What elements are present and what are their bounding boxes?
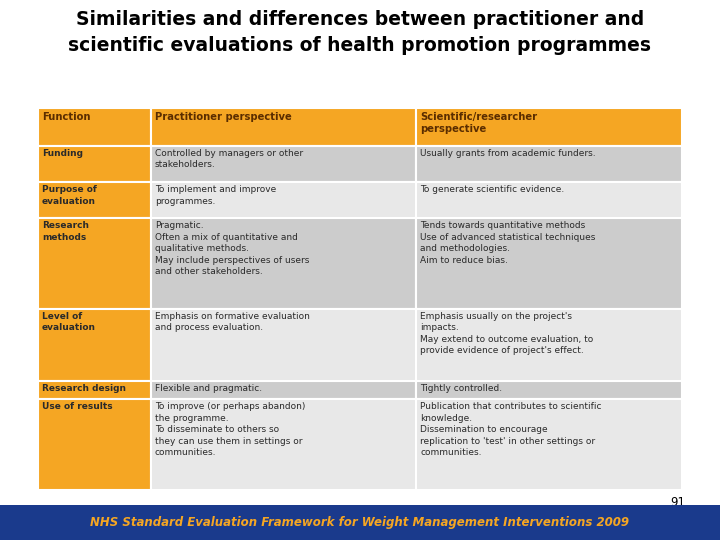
Text: Emphasis on formative evaluation
and process evaluation.: Emphasis on formative evaluation and pro…	[155, 312, 310, 333]
Bar	[150, 400, 416, 490]
Text: To implement and improve
programmes.: To implement and improve programmes.	[155, 185, 276, 206]
Text: Flexible and pragmatic.: Flexible and pragmatic.	[155, 384, 262, 393]
Text: Usually grants from academic funders.: Usually grants from academic funders.	[420, 149, 596, 158]
Bar	[38, 182, 150, 218]
Text: Emphasis usually on the project's
impacts.
May extend to outcome evaluation, to
: Emphasis usually on the project's impact…	[420, 312, 593, 355]
Bar	[38, 381, 150, 400]
Bar	[416, 182, 682, 218]
Text: Similarities and differences between practitioner and: Similarities and differences between pra…	[76, 10, 644, 29]
Text: Tightly controlled.: Tightly controlled.	[420, 384, 503, 393]
Bar	[0, 505, 720, 540]
Bar	[150, 146, 416, 182]
Text: Pragmatic.
Often a mix of quantitative and
qualitative methods.
May include pers: Pragmatic. Often a mix of quantitative a…	[155, 221, 309, 276]
Bar	[416, 309, 682, 381]
Text: Level of
evaluation: Level of evaluation	[42, 312, 96, 333]
Text: Research design: Research design	[42, 384, 126, 393]
Text: Purpose of
evaluation: Purpose of evaluation	[42, 185, 97, 206]
Bar	[150, 309, 416, 381]
Bar	[416, 381, 682, 400]
Text: Practitioner perspective: Practitioner perspective	[155, 112, 292, 122]
Text: NHS Standard Evaluation Framework for Weight Management Interventions 2009: NHS Standard Evaluation Framework for We…	[91, 516, 629, 529]
Text: Publication that contributes to scientific
knowledge.
Dissemination to encourage: Publication that contributes to scientif…	[420, 402, 602, 457]
Bar	[38, 400, 150, 490]
Bar	[150, 182, 416, 218]
Bar	[416, 400, 682, 490]
Text: Use of results: Use of results	[42, 402, 112, 411]
Text: Funding: Funding	[42, 149, 83, 158]
Bar	[150, 108, 416, 146]
Text: 91: 91	[670, 496, 685, 509]
Text: scientific evaluations of health promotion programmes: scientific evaluations of health promoti…	[68, 36, 652, 55]
Bar	[416, 108, 682, 146]
Bar	[150, 381, 416, 400]
Bar	[38, 146, 150, 182]
Text: To generate scientific evidence.: To generate scientific evidence.	[420, 185, 564, 194]
Text: Research
methods: Research methods	[42, 221, 89, 242]
Bar	[150, 218, 416, 309]
Text: Scientific/researcher
perspective: Scientific/researcher perspective	[420, 112, 537, 133]
Bar	[38, 218, 150, 309]
Bar	[416, 218, 682, 309]
Bar	[416, 146, 682, 182]
Text: Function: Function	[42, 112, 91, 122]
Text: Controlled by managers or other
stakeholders.: Controlled by managers or other stakehol…	[155, 149, 303, 170]
Text: To improve (or perhaps abandon)
the programme.
To disseminate to others so
they : To improve (or perhaps abandon) the prog…	[155, 402, 305, 457]
Bar	[38, 108, 150, 146]
Text: Tends towards quantitative methods
Use of advanced statistical techniques
and me: Tends towards quantitative methods Use o…	[420, 221, 595, 265]
Bar	[38, 309, 150, 381]
